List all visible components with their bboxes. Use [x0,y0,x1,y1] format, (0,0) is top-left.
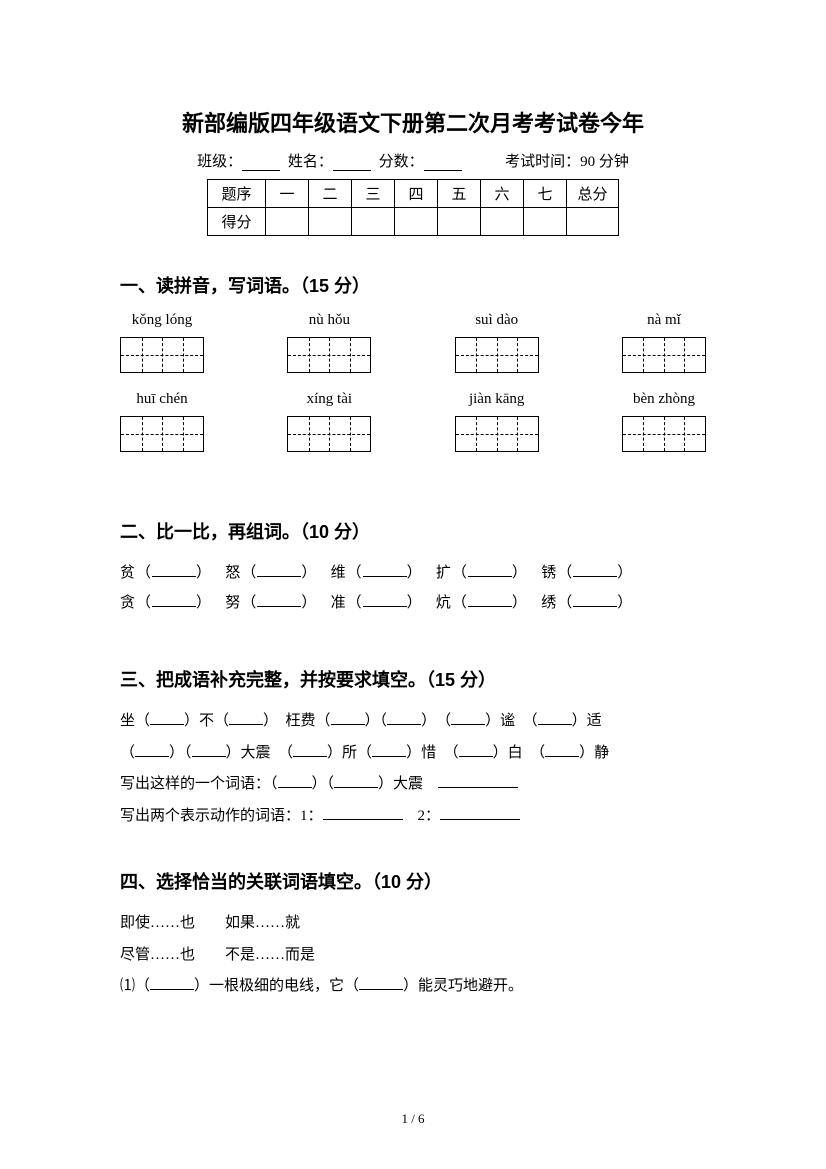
fill-blank[interactable] [293,742,327,757]
section2-heading: 二、比一比，再组词。（10 分） [120,518,706,544]
table-cell: 七 [524,180,567,208]
pinyin-cell: huī chén [120,391,204,452]
pinyin-label: bèn zhòng [622,391,706,408]
writing-box[interactable] [622,416,706,452]
pinyin-label: suì dào [455,312,539,329]
compare-line-2: 贪（） 努（） 准（） 炕（） 绣（） [120,588,706,618]
pinyin-label: nà mǐ [622,312,706,329]
table-cell[interactable] [395,208,438,236]
fill-blank[interactable] [538,710,572,725]
table-cell: 五 [438,180,481,208]
pinyin-cell: kǒng lóng [120,312,204,373]
table-cell: 题序 [208,180,266,208]
fill-blank[interactable] [150,975,194,990]
fill-blank[interactable] [363,592,407,607]
table-cell[interactable] [567,208,619,236]
table-cell: 四 [395,180,438,208]
fill-blank[interactable] [135,742,169,757]
writing-box[interactable] [120,337,204,373]
table-cell: 六 [481,180,524,208]
exam-title: 新部编版四年级语文下册第二次月考考试卷今年 [120,106,706,138]
pinyin-label: huī chén [120,391,204,408]
writing-box[interactable] [455,416,539,452]
section1-heading: 一、读拼音，写词语。（15 分） [120,272,706,298]
compare-line-1: 贫（） 怒（） 维（） 扩（） 锈（） [120,558,706,588]
conj-opt-2: 尽管……也 不是……而是 [120,940,706,972]
table-cell[interactable] [524,208,567,236]
fill-blank[interactable] [257,592,301,607]
fill-blank[interactable] [150,710,184,725]
name-blank[interactable] [333,155,371,171]
fill-blank[interactable] [334,773,378,788]
conj-q1: ⑴（）一根极细的电线，它（）能灵巧地避开。 [120,971,706,1003]
writing-box[interactable] [287,337,371,373]
name-label: 姓名： [288,154,333,170]
pinyin-label: jiàn kāng [455,391,539,408]
fill-blank[interactable] [573,562,617,577]
idiom-line-4: 写出两个表示动作的词语：1： 2： [120,801,706,833]
fill-blank[interactable] [359,975,403,990]
fill-blank[interactable] [387,710,421,725]
pinyin-cell: suì dào [455,312,539,373]
pinyin-cell: nù hǒu [287,312,371,373]
idiom-line-2: （）（）大震 （）所（）惜 （）白 （）静 [120,738,706,770]
pinyin-row-2: huī chén xíng tài jiàn kāng bèn zhòng [120,391,706,452]
section3-heading: 三、把成语补充完整，并按要求填空。（15 分） [120,666,706,692]
table-cell[interactable] [266,208,309,236]
writing-box[interactable] [455,337,539,373]
idiom-line-3: 写出这样的一个词语：（）（）大震 [120,769,706,801]
score-table: 题序 一 二 三 四 五 六 七 总分 得分 [207,179,619,236]
fill-blank[interactable] [152,592,196,607]
info-line: 班级： 姓名： 分数： 考试时间：90 分钟 [120,150,706,171]
table-cell[interactable] [438,208,481,236]
fill-blank[interactable] [372,742,406,757]
table-cell: 得分 [208,208,266,236]
section4-heading: 四、选择恰当的关联词语填空。（10 分） [120,868,706,894]
table-row: 得分 [208,208,619,236]
fill-blank[interactable] [323,805,403,820]
table-cell[interactable] [481,208,524,236]
exam-time: 考试时间：90 分钟 [505,154,629,170]
fill-blank[interactable] [229,710,263,725]
fill-blank[interactable] [459,742,493,757]
pinyin-cell: xíng tài [287,391,371,452]
class-label: 班级： [197,154,242,170]
fill-blank[interactable] [152,562,196,577]
table-row: 题序 一 二 三 四 五 六 七 总分 [208,180,619,208]
score-label: 分数： [379,154,424,170]
table-cell: 总分 [567,180,619,208]
fill-blank[interactable] [468,592,512,607]
pinyin-label: kǒng lóng [120,312,204,329]
page-number: 1 / 6 [0,1111,826,1127]
fill-blank[interactable] [573,592,617,607]
table-cell[interactable] [309,208,352,236]
score-blank[interactable] [424,155,462,171]
pinyin-label: nù hǒu [287,312,371,329]
fill-blank[interactable] [192,742,226,757]
writing-box[interactable] [622,337,706,373]
fill-blank[interactable] [363,562,407,577]
table-cell: 一 [266,180,309,208]
fill-blank[interactable] [468,562,512,577]
table-cell[interactable] [352,208,395,236]
pinyin-label: xíng tài [287,391,371,408]
fill-blank[interactable] [440,805,520,820]
table-cell: 三 [352,180,395,208]
fill-blank[interactable] [257,562,301,577]
pinyin-row-1: kǒng lóng nù hǒu suì dào nà mǐ [120,312,706,373]
fill-blank[interactable] [545,742,579,757]
writing-box[interactable] [120,416,204,452]
pinyin-cell: jiàn kāng [455,391,539,452]
table-cell: 二 [309,180,352,208]
fill-blank[interactable] [451,710,485,725]
class-blank[interactable] [242,155,280,171]
fill-blank[interactable] [438,773,518,788]
conj-opt-1: 即使……也 如果……就 [120,908,706,940]
pinyin-cell: bèn zhòng [622,391,706,452]
fill-blank[interactable] [278,773,312,788]
fill-blank[interactable] [331,710,365,725]
idiom-line-1: 坐（）不（） 枉费（）（） （）谧 （）适 [120,706,706,738]
writing-box[interactable] [287,416,371,452]
pinyin-cell: nà mǐ [622,312,706,373]
